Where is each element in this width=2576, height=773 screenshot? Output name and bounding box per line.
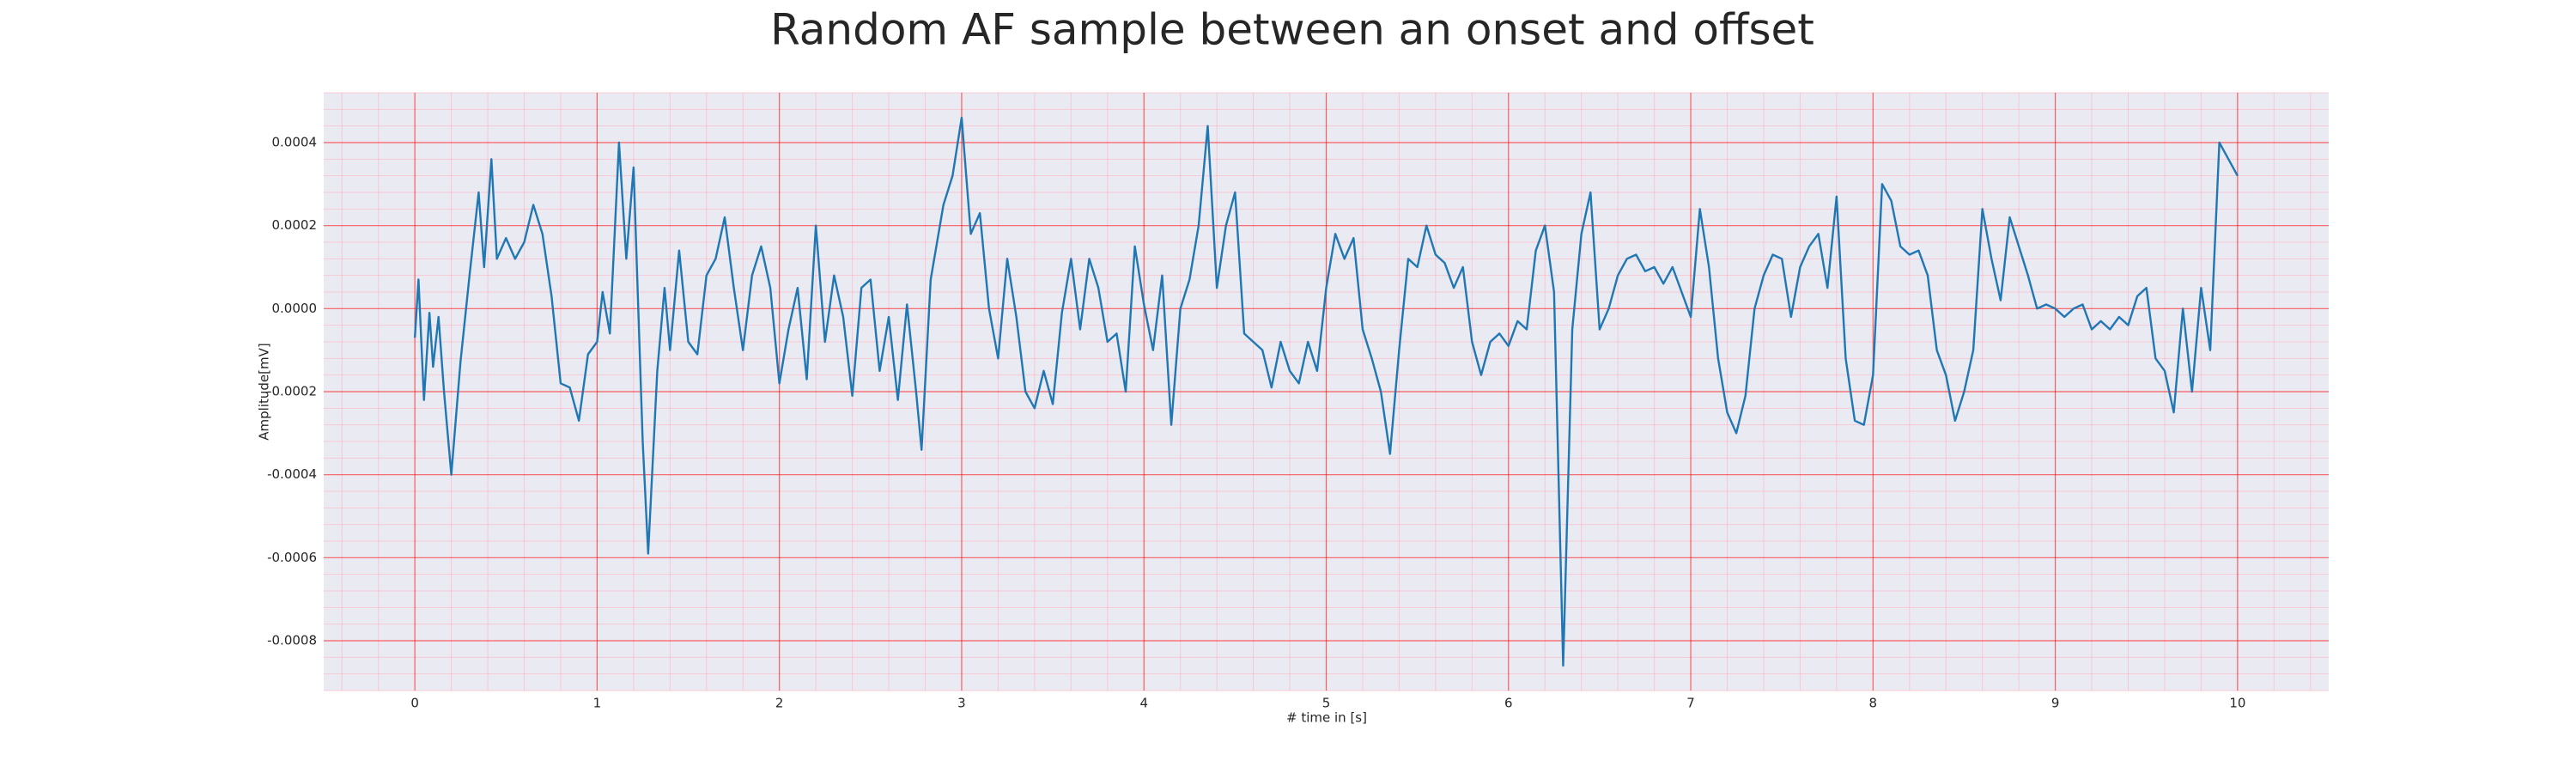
x-tick-label: 4 bbox=[1139, 696, 1148, 711]
x-tick-label: 5 bbox=[1322, 696, 1331, 711]
y-tick-label: 0.0000 bbox=[272, 301, 318, 316]
x-tick-label: 0 bbox=[410, 696, 419, 711]
x-tick-label: 9 bbox=[2051, 696, 2060, 711]
x-tick-label: 7 bbox=[1686, 696, 1695, 711]
y-tick-label: -0.0004 bbox=[267, 466, 317, 482]
x-tick-label: 8 bbox=[1869, 696, 1878, 711]
chart-title: Random AF sample between an onset and of… bbox=[770, 5, 1814, 55]
x-tick-label: 3 bbox=[957, 696, 966, 711]
x-tick-label: 1 bbox=[593, 696, 602, 711]
x-axis-label: # time in [s] bbox=[1286, 710, 1367, 726]
y-tick-label: -0.0002 bbox=[267, 384, 317, 399]
y-tick-label: -0.0008 bbox=[267, 633, 317, 648]
x-tick-label: 6 bbox=[1504, 696, 1513, 711]
y-tick-label: -0.0006 bbox=[267, 550, 317, 565]
x-tick-label: 10 bbox=[2229, 696, 2245, 711]
x-tick-label: 2 bbox=[775, 696, 784, 711]
y-axis-label: Amplitude[mV] bbox=[257, 343, 272, 440]
y-tick-label: 0.0004 bbox=[272, 135, 318, 150]
y-tick-label: 0.0002 bbox=[272, 217, 318, 233]
line-series bbox=[413, 116, 2239, 667]
